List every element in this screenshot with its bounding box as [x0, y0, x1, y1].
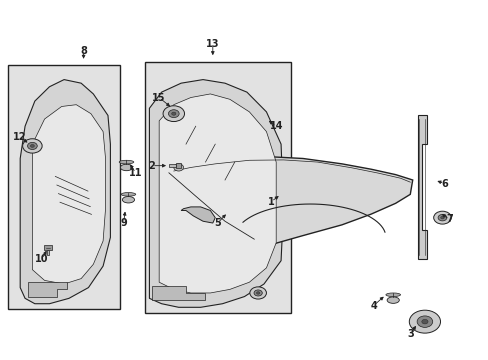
Circle shape: [416, 316, 432, 327]
Circle shape: [440, 216, 443, 219]
Bar: [8, 65, 120, 309]
Ellipse shape: [386, 297, 399, 303]
Text: 11: 11: [129, 168, 142, 178]
Circle shape: [256, 292, 259, 294]
Circle shape: [171, 112, 176, 115]
Circle shape: [437, 215, 446, 221]
Circle shape: [173, 164, 183, 171]
Text: 9: 9: [120, 218, 127, 228]
Circle shape: [249, 287, 266, 299]
Circle shape: [253, 290, 262, 296]
Text: 7: 7: [445, 215, 452, 224]
Ellipse shape: [385, 293, 400, 297]
Polygon shape: [163, 157, 412, 246]
Text: 2: 2: [148, 161, 155, 171]
Polygon shape: [149, 80, 283, 307]
Ellipse shape: [122, 197, 134, 203]
Text: 1: 1: [267, 197, 274, 207]
Ellipse shape: [119, 160, 134, 164]
Text: 13: 13: [205, 39, 219, 49]
Ellipse shape: [121, 193, 136, 196]
Text: 4: 4: [369, 301, 376, 311]
Polygon shape: [20, 80, 110, 304]
Polygon shape: [27, 282, 66, 297]
Text: 6: 6: [440, 179, 447, 189]
Text: 3: 3: [406, 329, 413, 339]
Circle shape: [22, 139, 42, 153]
Polygon shape: [32, 105, 105, 284]
Circle shape: [421, 319, 427, 324]
Circle shape: [408, 310, 440, 333]
Polygon shape: [159, 94, 276, 293]
Circle shape: [27, 142, 37, 149]
Circle shape: [168, 110, 179, 118]
Text: 5: 5: [214, 218, 221, 228]
Ellipse shape: [120, 164, 132, 171]
Circle shape: [30, 144, 34, 147]
Text: 12: 12: [13, 132, 26, 142]
Bar: [43, 245, 52, 250]
Circle shape: [433, 211, 450, 224]
Bar: [168, 164, 175, 167]
Polygon shape: [181, 207, 215, 223]
Bar: [46, 250, 49, 255]
Text: 10: 10: [35, 254, 49, 264]
Text: 8: 8: [80, 46, 87, 56]
Polygon shape: [417, 116, 427, 259]
Bar: [175, 163, 181, 168]
Polygon shape: [152, 286, 205, 300]
Bar: [144, 62, 290, 313]
Text: 15: 15: [152, 93, 165, 103]
Circle shape: [163, 106, 184, 122]
Text: 14: 14: [269, 121, 283, 131]
